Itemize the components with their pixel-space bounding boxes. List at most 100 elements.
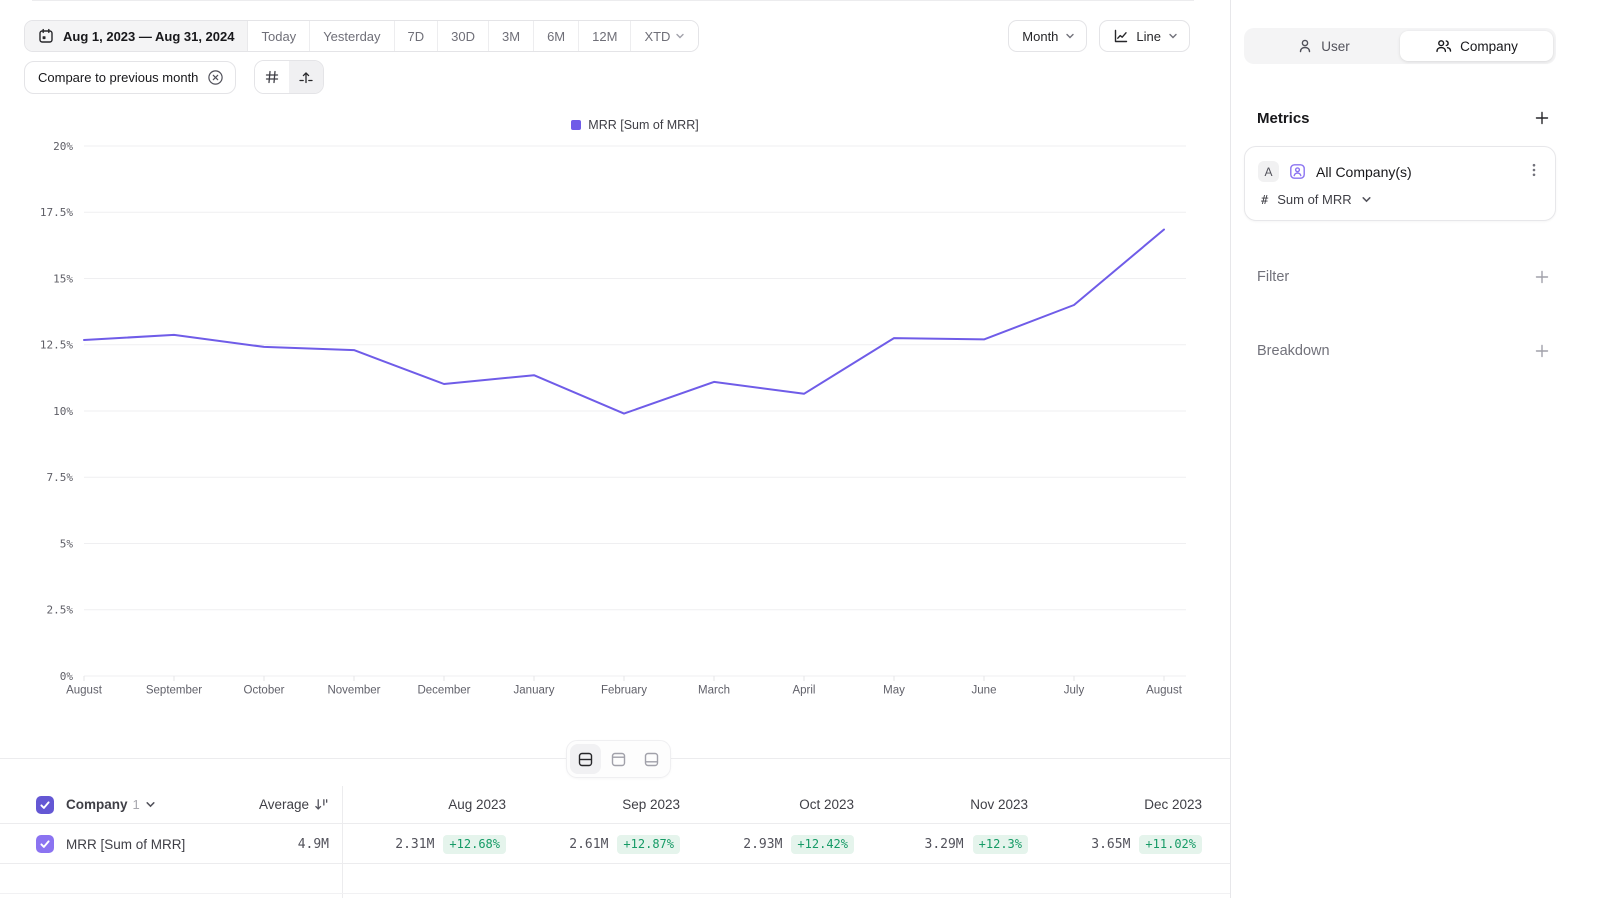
annotations-toggle-button[interactable] (289, 61, 324, 93)
svg-text:17.5%: 17.5% (40, 206, 73, 219)
chart-legend[interactable]: MRR [Sum of MRR] (84, 118, 1186, 132)
series-letter-badge: A (1258, 161, 1279, 182)
svg-text:20%: 20% (53, 140, 73, 153)
svg-text:February: February (601, 685, 647, 697)
compare-chip[interactable]: Compare to previous month (24, 60, 237, 94)
compare-chip-label: Compare to previous month (38, 69, 199, 85)
svg-text:0%: 0% (60, 670, 74, 683)
svg-text:June: June (972, 685, 997, 697)
delta-badge: +12.42% (791, 834, 854, 854)
column-header-sep-2023[interactable]: Sep 2023 (622, 797, 680, 812)
cell-dec-2023: 3.65M +11.02% (1038, 834, 1212, 854)
add-metric-button[interactable] (1530, 106, 1554, 130)
sort-icon[interactable] (314, 797, 329, 812)
table-row-cells: 2.31M +12.68% 2.61M +12.87% 2.93M +12.42… (342, 834, 1212, 854)
group-count: 1 (132, 797, 140, 812)
layout-table-only-button[interactable] (636, 744, 667, 774)
mrr-trend-line-chart[interactable]: 0% 2.5% 5% 7.5% 10% 12.5% 15% 17.5% 20% August Sep… (0, 130, 1230, 710)
layout-split-button[interactable] (570, 744, 601, 774)
legend-label: MRR [Sum of MRR] (588, 118, 699, 132)
breakdown-section-header: Breakdown (1244, 339, 1556, 363)
row-checkbox[interactable] (36, 835, 54, 853)
layout-bottom-icon (643, 751, 660, 768)
cell-value: 2.31M (395, 836, 435, 852)
date-range-group: Aug 1, 2023 — Aug 31, 2024 Today Yesterd… (24, 20, 700, 52)
metric-title: All Company(s) (1316, 163, 1412, 180)
date-range-label: Aug 1, 2023 — Aug 31, 2024 (63, 28, 235, 44)
chart-type-dropdown[interactable]: Line (1099, 20, 1190, 52)
add-breakdown-button[interactable] (1530, 339, 1554, 363)
toolbar: Aug 1, 2023 — Aug 31, 2024 Today Yesterd… (24, 20, 1190, 52)
entity-toggle-company[interactable]: Company (1400, 31, 1553, 61)
column-header-nov-2023[interactable]: Nov 2023 (970, 797, 1028, 812)
column-header-dec-2023[interactable]: Dec 2023 (1144, 797, 1202, 812)
add-filter-button[interactable] (1530, 265, 1554, 289)
preset-xtd-dropdown[interactable]: XTD (631, 21, 699, 51)
company-badge-icon (1288, 162, 1307, 181)
cell-aug-2023: 2.31M +12.68% (342, 834, 516, 854)
preset-7d[interactable]: 7D (394, 21, 439, 51)
preset-6m[interactable]: 6M (534, 21, 580, 51)
chart-area: 0% 2.5% 5% 7.5% 10% 12.5% 15% 17.5% 20% August Sep… (0, 130, 1230, 710)
chevron-down-icon (1065, 31, 1075, 41)
panel-layout-toggle (566, 740, 671, 778)
svg-text:October: October (244, 685, 285, 697)
entity-toggle-user[interactable]: User (1247, 31, 1400, 61)
svg-text:7.5%: 7.5% (47, 471, 74, 484)
delta-badge: +12.3% (972, 834, 1028, 854)
remove-compare-icon[interactable] (207, 69, 224, 86)
legend-swatch (571, 120, 582, 130)
chart-option-toggles (254, 60, 325, 94)
cell-value: 2.93M (743, 836, 783, 852)
svg-text:15%: 15% (53, 272, 73, 285)
table-row[interactable]: MRR [Sum of MRR] 4.9M 2.31M +12.68% 2.61… (0, 825, 1230, 864)
preset-xtd-label: XTD (644, 28, 671, 44)
chart-controls: Month Line (1008, 20, 1190, 52)
granularity-label: Month (1022, 28, 1059, 44)
svg-text:July: July (1064, 685, 1085, 697)
delta-badge: +12.68% (443, 834, 506, 854)
select-all-checkbox[interactable] (36, 795, 54, 814)
metric-row-name: MRR [Sum of MRR] (66, 836, 186, 852)
granularity-dropdown[interactable]: Month (1008, 20, 1088, 52)
svg-text:May: May (883, 685, 905, 697)
svg-text:10%: 10% (53, 405, 73, 418)
svg-text:December: December (417, 685, 470, 697)
group-by-label[interactable]: Company (66, 797, 128, 812)
entity-toggle: User Company (1244, 28, 1556, 64)
top-hairline (32, 0, 1194, 1)
preset-12m[interactable]: 12M (579, 21, 632, 51)
preset-today[interactable]: Today (248, 21, 311, 51)
gridlines-toggle-button[interactable] (255, 61, 290, 93)
average-column-header[interactable]: Average (259, 797, 329, 812)
column-header-oct-2023[interactable]: Oct 2023 (799, 797, 854, 812)
delta-badge: +12.87% (617, 834, 680, 854)
layout-chart-only-button[interactable] (603, 744, 634, 774)
table-row-left: MRR [Sum of MRR] 4.9M (0, 835, 342, 853)
cell-nov-2023: 3.29M +12.3% (864, 834, 1038, 854)
preset-3m[interactable]: 3M (489, 21, 535, 51)
chevron-down-icon (1168, 31, 1178, 41)
chevron-down-icon[interactable] (145, 799, 156, 810)
date-range-button[interactable]: Aug 1, 2023 — Aug 31, 2024 (25, 21, 249, 51)
delta-badge: +11.02% (1139, 834, 1202, 854)
metric-options-kebab-icon[interactable] (1525, 160, 1543, 183)
breakdown-label: Breakdown (1257, 343, 1330, 359)
svg-text:2.5%: 2.5% (47, 604, 74, 617)
svg-text:April: April (792, 685, 815, 697)
preset-30d[interactable]: 30D (438, 21, 490, 51)
filter-label: Filter (1257, 269, 1290, 285)
average-label: Average (258, 797, 309, 812)
config-sidebar: User Company Metrics A (1230, 0, 1600, 898)
metric-card[interactable]: A All Company(s) # Sum of MRR (1244, 146, 1556, 221)
metrics-title: Metrics (1257, 109, 1310, 127)
cell-value: 2.61M (569, 836, 609, 852)
column-header-aug-2023[interactable]: Aug 2023 (448, 797, 506, 812)
cell-sep-2023: 2.61M +12.87% (516, 834, 690, 854)
main-panel: Aug 1, 2023 — Aug 31, 2024 Today Yesterd… (0, 0, 1230, 898)
preset-yesterday[interactable]: Yesterday (310, 21, 395, 51)
aggregation-selector[interactable]: # Sum of MRR (1258, 192, 1543, 207)
filter-section-header: Filter (1244, 265, 1556, 289)
numeric-hash-icon: # (1261, 192, 1269, 207)
